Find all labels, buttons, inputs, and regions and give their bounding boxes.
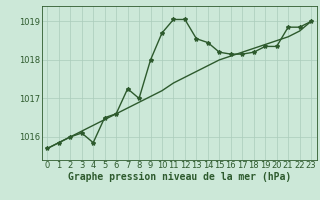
X-axis label: Graphe pression niveau de la mer (hPa): Graphe pression niveau de la mer (hPa): [68, 172, 291, 182]
